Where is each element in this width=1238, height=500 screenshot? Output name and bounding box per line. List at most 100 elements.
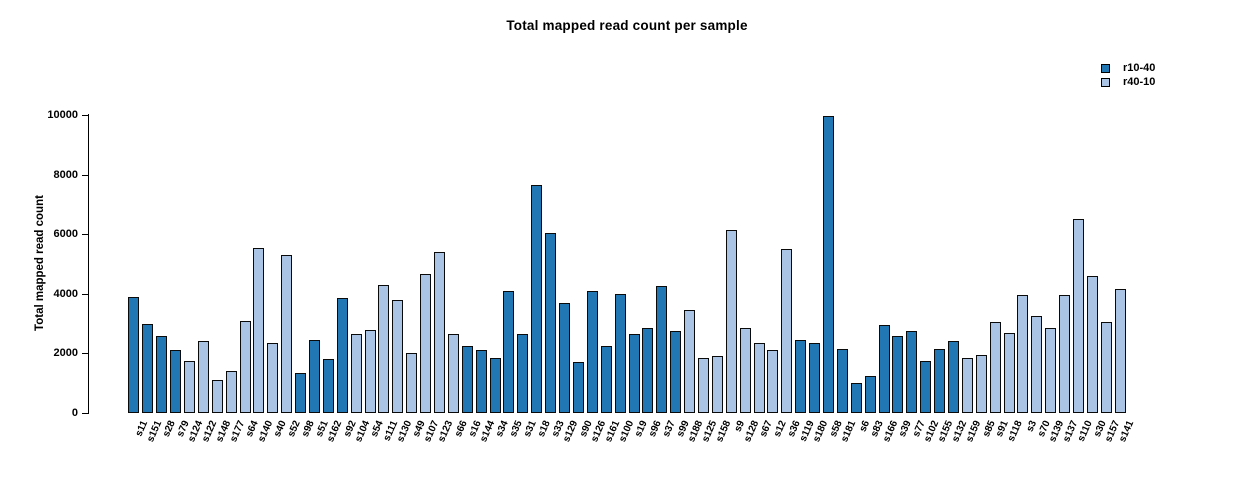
bar-s18 [531,185,543,413]
y-tick-label: 6000 [53,228,78,241]
bar-s98 [295,373,307,413]
bar-s83 [864,376,876,413]
x-label-cell: s31 [516,413,539,483]
x-label-cell: s161 [599,413,622,483]
bar-cell [391,115,405,413]
bar-cell [1058,115,1072,413]
bar-cell [877,115,891,413]
bar-s181 [836,349,848,413]
bar-s130 [392,300,404,413]
bar-s137 [1059,295,1071,413]
x-label-cell: s99 [669,413,692,483]
bar-cell [1072,115,1086,413]
bar-cell [169,115,183,413]
bar-cell [210,115,224,413]
bar-cell [377,115,391,413]
x-label-cell: s181 [835,413,858,483]
bar-cell [1085,115,1099,413]
x-label-cell: s12 [766,413,789,483]
bar-cell [669,115,683,413]
bar-cell [905,115,919,413]
bar-cell [710,115,724,413]
x-label-cell: s79 [169,413,192,483]
bar-s3 [1017,295,1029,413]
x-label-cell: s162 [321,413,344,483]
x-label-cell: s77 [905,413,928,483]
bar-s54 [364,330,376,413]
x-label-cell: s151 [141,413,164,483]
bar-cell [947,115,961,413]
bar-s85 [975,355,987,413]
bar-s79 [170,350,182,413]
bar-s19 [628,334,640,413]
bar-s177 [225,371,237,413]
bar-cell [808,115,822,413]
bar-s31 [517,334,529,413]
x-label-cell: s36 [780,413,803,483]
bar-cell [974,115,988,413]
x-label-cell: s130 [391,413,414,483]
x-label-cell: s110 [1072,413,1095,483]
bar-s132 [947,341,959,413]
x-label-cell: s119 [794,413,817,483]
bar-cell [738,115,752,413]
bar-cell [697,115,711,413]
x-label-cell: s139 [1044,413,1067,483]
bar-s166 [878,325,890,413]
x-tick-label: s141 [1117,419,1137,444]
x-label-cell: s91 [988,413,1011,483]
x-label-cell: s6 [849,413,873,483]
x-label-cell: s166 [877,413,900,483]
x-label-cell: s148 [210,413,233,483]
bar-s161 [600,346,612,413]
bar-cell [585,115,599,413]
bar-s140 [253,248,265,413]
bar-cell [724,115,738,413]
x-label-cell: s85 [974,413,997,483]
bar-cell [655,115,669,413]
x-label-cell: s35 [502,413,525,483]
bar-s100 [614,294,626,413]
y-tick-label: 8000 [53,168,78,181]
x-label-cell: s100 [613,413,636,483]
x-label-cell: s155 [933,413,955,483]
x-label-cell: s28 [155,413,178,483]
bar-cell [766,115,780,413]
bar-s128 [739,328,751,413]
bar-cell [919,115,933,413]
bar-s107 [420,274,432,413]
x-label-cell: s90 [572,413,595,483]
bar-s12 [767,350,779,413]
bar-s64 [239,321,251,413]
x-label-cell: s159 [960,413,983,483]
x-label-cell: s52 [280,413,303,483]
bar-cell [572,115,586,413]
bar-s102 [920,361,932,413]
bar-s77 [906,331,918,413]
bar-s49 [406,353,418,413]
bar-cell [1016,115,1030,413]
bar-cell [502,115,516,413]
legend-label: r40-10 [1123,76,1156,88]
y-tick-label: 10000 [47,109,78,121]
x-label-cell: s98 [294,413,317,483]
bar-s16 [461,346,473,413]
bar-cell [960,115,974,413]
y-axis-title: Total mapped read count [34,195,46,331]
bar-cell [891,115,905,413]
bar-s125 [697,358,709,413]
bar-s37 [656,286,668,413]
x-label-cell: s54 [363,413,386,483]
y-tick-mark [82,413,88,414]
bar-cell [835,115,849,413]
bar-s159 [961,358,973,413]
bar-cell [405,115,419,413]
bar-cell [822,115,836,413]
x-label-cell: s144 [474,413,497,483]
bar-cell [613,115,627,413]
x-label-cell: s158 [710,413,733,483]
bar-s51 [309,340,321,413]
legend-swatch-r40-10 [1101,77,1110,87]
x-label-cell: s11 [127,413,150,483]
bar-s28 [156,336,168,413]
